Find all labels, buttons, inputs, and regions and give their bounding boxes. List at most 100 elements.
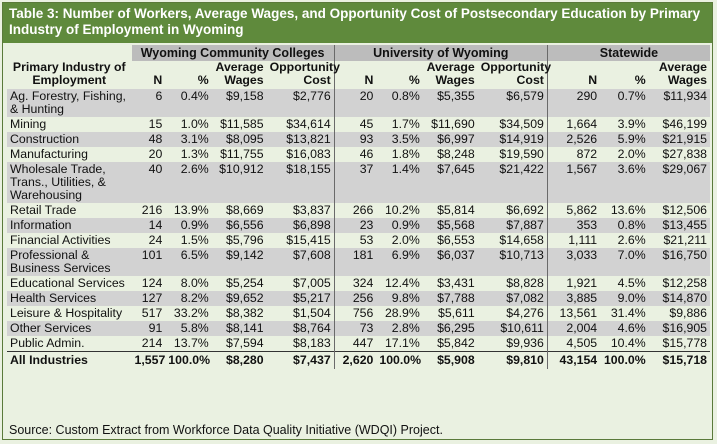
cell-wcc-2: $10,912 [211, 162, 267, 203]
cell-state-2: $27,838 [662, 147, 707, 161]
cell-uw-0: 447 [352, 336, 374, 350]
cell-uw-3: $9,936 [477, 336, 548, 352]
cell-uw-2: $11,690 [431, 117, 475, 131]
cell-uw-1: 6.9% [376, 248, 423, 276]
row-industry-label: Leisure & Hospitality [10, 306, 123, 320]
cell-wcc-3: $1,504 [266, 306, 335, 321]
cell-wcc-1: 13.9% [173, 203, 209, 217]
cell-uw-3: $4,276 [477, 306, 548, 321]
cell-state-2: $15,778 [662, 336, 707, 350]
table-row: Other Services 91 5.8% $8,141 $8,764 73 2.8% $6… [7, 321, 710, 336]
cell-wcc-2: $8,141 [211, 321, 267, 336]
table-row: Health Services 127 8.2% $9,652 $5,217 256 9.8… [7, 291, 710, 306]
cell-wcc-0: 101 [131, 248, 166, 276]
row-industry-label: Mining [10, 117, 47, 131]
cell-wcc-3: $18,155 [266, 162, 335, 203]
cell-uw-1: 1.8% [391, 147, 420, 161]
cell-state-2: $12,506 [662, 203, 707, 217]
cell-uw-3: $19,590 [477, 147, 548, 162]
cell-state-2: $13,455 [648, 218, 710, 233]
cell-uw-0: 23 [334, 218, 377, 233]
col-wcc-n: N [153, 73, 163, 87]
table-row: Mining 15 1.0% $11,585 $34,614 45 1.7% $11,690 $… [7, 117, 710, 132]
cell-wcc-1: 0.9% [165, 218, 212, 233]
cell-wcc-3: $7,437 [266, 351, 335, 369]
table-row: Construction 48 3.1% $8,095 $13,821 93 3.5% $6,… [7, 132, 710, 147]
row-industry-label: Ag. Forestry, Fishing, & Hunting [7, 89, 132, 117]
cell-wcc-2: $11,755 [220, 147, 264, 161]
cell-uw-3: $6,579 [477, 89, 548, 117]
cell-wcc-1: 5.8% [165, 321, 212, 336]
cell-uw-0: 53 [359, 233, 374, 247]
cell-uw-3: $14,658 [477, 233, 548, 248]
cell-state-1: 3.9% [617, 117, 646, 131]
cell-wcc-0: 1,557 [131, 351, 165, 369]
cell-wcc-1: 8.0% [180, 276, 209, 290]
cell-wcc-2: $8,095 [211, 132, 267, 147]
cell-uw-2: $5,355 [422, 89, 478, 117]
table-row: Financial Activities 24 1.5% $5,796 $15,415 5… [7, 233, 710, 248]
cell-uw-2: $7,788 [422, 291, 478, 306]
cell-state-1: 2.6% [617, 233, 646, 247]
cell-state-0: 2,004 [547, 321, 601, 336]
cell-uw-2: $5,568 [422, 218, 478, 233]
cell-uw-2: $6,997 [422, 132, 478, 147]
cell-state-1: 9.0% [600, 291, 649, 306]
cell-uw-0: 37 [334, 162, 377, 203]
cell-wcc-2: $9,142 [211, 248, 267, 276]
cell-wcc-3: $5,217 [266, 291, 335, 306]
cell-wcc-0: 24 [148, 233, 163, 247]
cell-uw-3: $6,692 [477, 203, 548, 218]
cell-wcc-0: 91 [131, 321, 166, 336]
row-industry-label: Health Services [7, 291, 132, 306]
row-industry-label: Financial Activities [10, 233, 111, 247]
cell-state-2: $12,258 [662, 276, 707, 290]
cell-uw-0: 324 [352, 276, 374, 290]
table-figure: Table 3: Number of Workers, Average Wage… [2, 2, 713, 440]
cell-uw-3: $7,887 [477, 218, 548, 233]
cell-state-1: 3.6% [600, 162, 649, 203]
cell-state-1: 4.6% [600, 321, 649, 336]
cell-wcc-0: 214 [141, 336, 163, 350]
row-industry-label: Educational Services [10, 276, 125, 290]
cell-uw-0: 181 [334, 248, 377, 276]
cell-uw-1: 9.8% [376, 291, 423, 306]
table-row: Public Admin. 214 13.7% $7,594 $8,183 447 17.1… [7, 336, 710, 352]
cell-state-0: 3,033 [547, 248, 601, 276]
cell-wcc-0: 15 [148, 117, 163, 131]
cell-uw-0: 46 [359, 147, 374, 161]
cell-wcc-3: $3,837 [266, 203, 335, 218]
cell-wcc-3: $7,608 [266, 248, 335, 276]
cell-wcc-0: 6 [131, 89, 166, 117]
cell-wcc-1: 3.1% [165, 132, 212, 147]
cell-state-2: $16,905 [648, 321, 710, 336]
cell-uw-3: $8,828 [477, 276, 548, 291]
cell-wcc-3: $8,183 [266, 336, 335, 352]
cell-wcc-1: 1.0% [180, 117, 209, 131]
cell-state-0: 1,664 [566, 117, 598, 131]
group-wcc: Wyoming Community Colleges [131, 45, 335, 61]
cell-state-2: $9,886 [669, 306, 707, 320]
cell-wcc-2: $5,796 [225, 233, 264, 247]
cell-uw-1: 100.0% [376, 351, 423, 369]
cell-wcc-2: $7,594 [225, 336, 264, 350]
cell-wcc-3: $13,821 [266, 132, 335, 147]
cell-state-2: $29,067 [648, 162, 710, 203]
column-header-row: Primary Industry of Employment N % Avera… [7, 61, 710, 89]
cell-state-0: 2,526 [547, 132, 601, 147]
cell-uw-1: 1.7% [391, 117, 420, 131]
cell-state-0: 1,921 [566, 276, 598, 290]
cell-state-0: 290 [547, 89, 601, 117]
cell-state-2: $21,915 [648, 132, 710, 147]
cell-wcc-0: 124 [141, 276, 163, 290]
group-statewide: Statewide [547, 45, 710, 61]
cell-wcc-2: $9,158 [211, 89, 267, 117]
cell-wcc-1: 100.0% [165, 351, 212, 369]
cell-uw-0: 256 [334, 291, 377, 306]
cell-uw-3: $21,422 [477, 162, 548, 203]
cell-wcc-0: 517 [141, 306, 163, 320]
cell-wcc-2: $5,254 [225, 276, 264, 290]
cell-wcc-0: 20 [148, 147, 163, 161]
row-industry-label: Manufacturing [10, 147, 88, 161]
cell-state-2: $16,750 [648, 248, 710, 276]
